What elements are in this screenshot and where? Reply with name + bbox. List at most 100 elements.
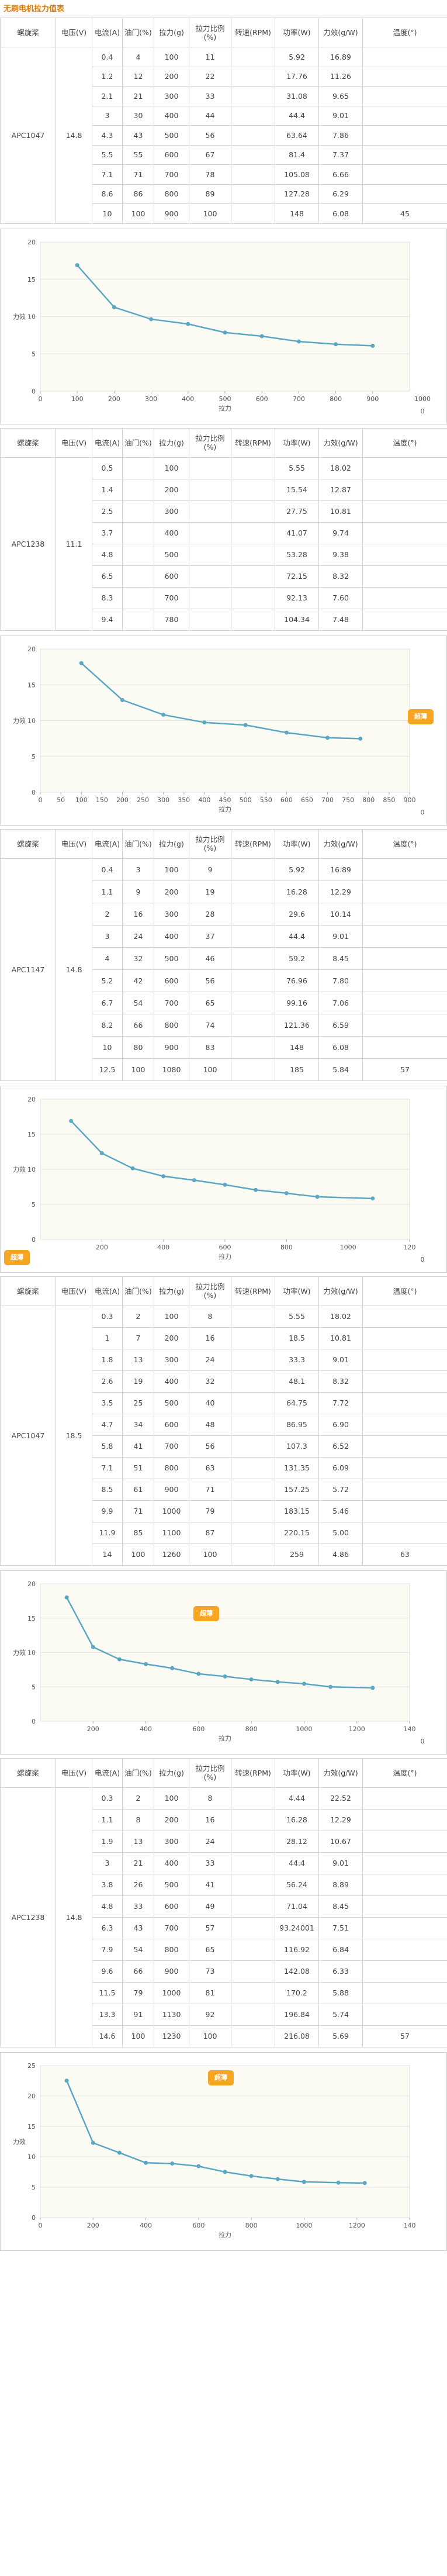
table-cell: 100: [189, 203, 231, 224]
table-cell: [362, 991, 447, 1014]
table-cell: 21: [122, 86, 154, 106]
table-cell: 46: [189, 947, 231, 970]
table-row: 2.5 300 27.75 10.81: [1, 500, 447, 523]
table-cell: 600: [154, 565, 189, 588]
series-line: [66, 1597, 373, 1688]
table-cell: [231, 1435, 275, 1458]
x-tick-label: 900: [366, 395, 379, 403]
column-header: 功率(W): [275, 828, 319, 859]
table-cell: [362, 1960, 447, 1983]
table-cell: [231, 1873, 275, 1896]
table-cell: [231, 1035, 275, 1059]
data-point: [117, 1657, 122, 1662]
column-header: 拉力(g): [154, 427, 189, 458]
table-cell: [362, 586, 447, 609]
table-cell: 9.9: [92, 1500, 123, 1522]
table-row: 9.4 780 104.34 7.48: [1, 608, 447, 631]
data-point: [75, 263, 79, 267]
column-header: 电压(V): [56, 828, 92, 859]
table-row: 3.5 25 500 40 64.75 7.72: [1, 1391, 447, 1414]
table-cell: 13.3: [92, 2003, 123, 2026]
x-tick-label: 400: [182, 395, 194, 403]
table-cell: 800: [154, 1456, 189, 1479]
table-cell: 24: [189, 1830, 231, 1853]
table-cell: [231, 1305, 275, 1328]
table-cell: [362, 1035, 447, 1059]
table-cell: 5.46: [318, 1500, 363, 1522]
table-cell: 71: [189, 1478, 231, 1501]
voltage-cell: 18.5: [56, 1305, 92, 1566]
table-cell: 220.15: [275, 1521, 319, 1544]
y-tick-label: 10: [27, 1166, 36, 1173]
table-cell: 100: [122, 1543, 154, 1566]
table-cell: [362, 522, 447, 544]
table-cell: 33: [189, 86, 231, 106]
table-cell: [362, 1305, 447, 1328]
y-tick-label: 5: [32, 752, 36, 760]
table-row: 5.8 41 700 56 107.3 6.52: [1, 1435, 447, 1458]
table-cell: [231, 1013, 275, 1037]
table-row: 6.7 54 700 65 99.16 7.06: [1, 991, 447, 1014]
table-cell: 8: [189, 1787, 231, 1810]
brand-badge: 超薄: [4, 1249, 30, 1265]
column-header: 拉力比例(%): [189, 1276, 231, 1306]
table-cell: 14.6: [92, 2025, 123, 2047]
brand-badge: 超薄: [193, 1605, 219, 1621]
x-tick-label: 400: [140, 1725, 152, 1733]
y-tick-label: 5: [32, 1683, 36, 1691]
table-cell: [122, 478, 154, 501]
thrust-table: 螺旋桨 电压(V) 电流(A) 油门(%) 拉力(g) 拉力比例(%) 转速(RPM) 功率(…: [0, 1276, 447, 1566]
table-cell: 100: [122, 203, 154, 224]
table-cell: [362, 543, 447, 566]
table-cell: 16.89: [318, 47, 363, 67]
data-point: [370, 1685, 375, 1690]
table-cell: [231, 1327, 275, 1349]
x-tick-label: 700: [293, 395, 305, 403]
table-cell: 14: [92, 1543, 123, 1566]
table-cell: 2: [122, 1787, 154, 1810]
x-tick-label: 200: [116, 796, 129, 804]
table-cell: 63.64: [275, 125, 319, 146]
column-header: 力效(g/W): [318, 18, 363, 47]
table-row: 7.9 54 800 65 116.92 6.84: [1, 1938, 447, 1961]
data-point: [186, 322, 190, 326]
table-cell: 37: [189, 924, 231, 948]
table-row: 2 16 300 28 29.6 10.14: [1, 902, 447, 926]
x-axis-label: 拉力: [219, 805, 231, 813]
table-cell: 81.4: [275, 144, 319, 165]
column-header: 拉力(g): [154, 1757, 189, 1788]
table-cell: 259: [275, 1543, 319, 1566]
table-cell: [231, 1521, 275, 1544]
column-header: 电压(V): [56, 1276, 92, 1306]
table-row: 11.5 79 1000 81 170.2 5.88: [1, 1981, 447, 2004]
table-row: 3 21 400 33 44.4 9.01: [1, 1852, 447, 1874]
table-row: 8.5 61 900 71 157.25 5.72: [1, 1478, 447, 1501]
propeller-cell: APC1238: [0, 1787, 56, 2047]
table-cell: 66: [122, 1013, 154, 1037]
table-cell: 200: [154, 478, 189, 501]
table-cell: [231, 1478, 275, 1501]
column-header: 螺旋桨: [0, 427, 56, 458]
table-cell: 2.1: [92, 86, 123, 106]
table-cell: 300: [154, 500, 189, 523]
x-tick-label: 100: [75, 796, 88, 804]
table-cell: [362, 1938, 447, 1961]
table-row: 8.6 86 800 89 127.28 6.29: [1, 184, 447, 204]
table-cell: 5.92: [275, 47, 319, 67]
table-cell: 5.69: [318, 2025, 363, 2047]
table-cell: 1.1: [92, 880, 123, 903]
table-cell: 56: [189, 1435, 231, 1458]
table-cell: 107.3: [275, 1435, 319, 1458]
table-cell: [122, 565, 154, 588]
table-cell: [231, 858, 275, 881]
table-cell: 8: [122, 1808, 154, 1831]
table-cell: 10.14: [318, 902, 363, 926]
table-cell: 11: [189, 47, 231, 67]
table-cell: [231, 1917, 275, 1939]
table-cell: [362, 457, 447, 479]
data-point: [69, 1118, 74, 1123]
table-cell: 6.90: [318, 1413, 363, 1436]
table-row: 8.2 66 800 74 121.36 6.59: [1, 1013, 447, 1037]
x-tick-label: 1000: [296, 2222, 312, 2229]
data-point: [362, 2180, 367, 2185]
